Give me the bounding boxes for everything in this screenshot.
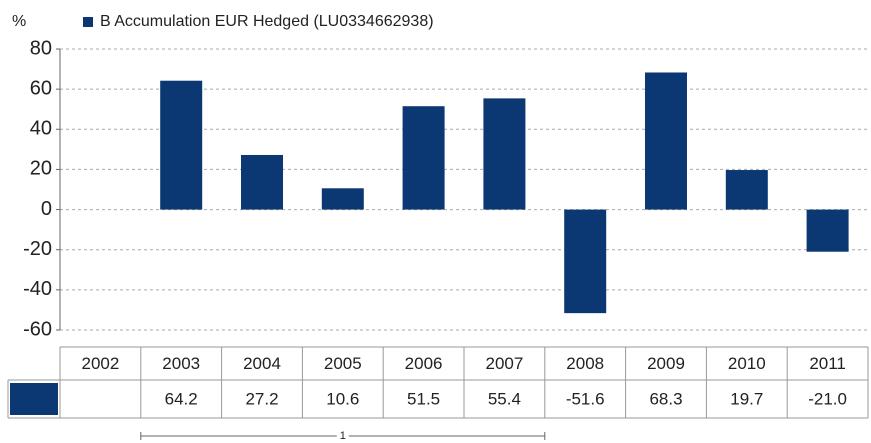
table-swatch — [10, 383, 58, 415]
annotation: 1 — [340, 430, 346, 442]
table-value: 27.2 — [245, 389, 278, 408]
y-tick-label: -60 — [23, 318, 52, 340]
y-axis-label: % — [12, 13, 26, 30]
x-tick-label: 2009 — [647, 354, 685, 373]
x-tick-label: 2011 — [809, 354, 846, 373]
bar — [645, 72, 687, 210]
bar — [241, 154, 283, 210]
x-tick-label: 2007 — [485, 354, 523, 373]
table-value: 10.6 — [326, 389, 359, 408]
y-tick-label: 40 — [30, 118, 52, 140]
table-value: 68.3 — [649, 389, 682, 408]
bar — [160, 80, 203, 210]
table-value: 51.5 — [407, 389, 440, 408]
legend-swatch — [83, 17, 93, 27]
table-value: -21.0 — [808, 389, 847, 408]
x-tick-label: 2003 — [162, 354, 200, 373]
x-tick-label: 2008 — [566, 354, 604, 373]
y-tick-label: 60 — [30, 77, 52, 99]
y-tick-label: -40 — [23, 278, 52, 300]
bar — [564, 209, 607, 314]
x-tick-label: 2010 — [728, 354, 766, 373]
bar — [321, 188, 364, 210]
y-tick-label: 20 — [30, 158, 52, 180]
x-tick-label: 2002 — [81, 354, 119, 373]
table-value: 19.7 — [730, 389, 763, 408]
table-value: -51.6 — [566, 389, 605, 408]
y-tick-label: 80 — [30, 37, 52, 59]
x-tick-label: 2006 — [405, 354, 443, 373]
x-tick-label: 2004 — [243, 354, 281, 373]
legend-label: B Accumulation EUR Hedged (LU0334662938) — [100, 13, 434, 30]
y-tick-label: 0 — [41, 198, 52, 220]
table-value: 55.4 — [488, 389, 521, 408]
bar — [483, 98, 526, 210]
bar — [402, 106, 445, 210]
y-tick-label: -20 — [23, 238, 52, 260]
table-value: 64.2 — [165, 389, 198, 408]
bar — [806, 209, 849, 252]
bar — [725, 170, 768, 210]
x-tick-label: 2005 — [324, 354, 362, 373]
bracket-gap — [336, 430, 349, 442]
